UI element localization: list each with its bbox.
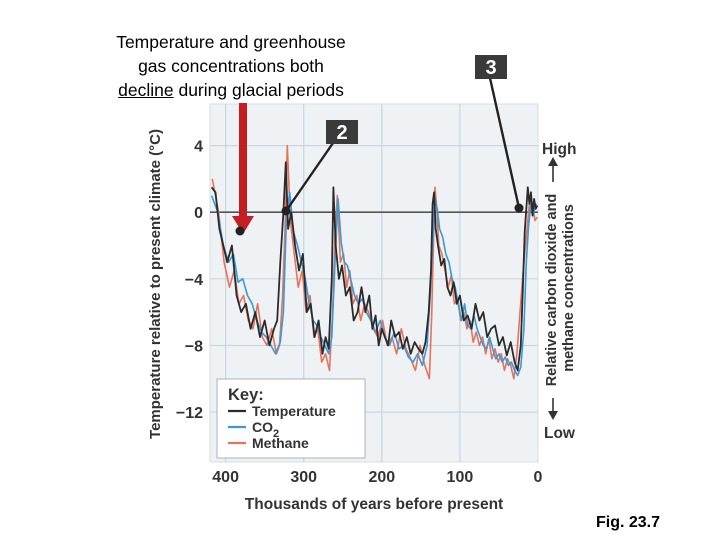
callout-3-leader <box>488 77 521 209</box>
caption-line-2: gas concentrations both <box>138 56 324 76</box>
x-tick-label: 200 <box>368 469 395 486</box>
x-tick-label: 400 <box>212 469 239 486</box>
callout-3-marker <box>514 203 524 213</box>
right-axis-high-label: High <box>542 141 576 158</box>
right-axis-arrowhead-down <box>548 411 558 420</box>
y-tick-label: −12 <box>176 405 203 422</box>
legend-entry-methane: Methane <box>252 435 309 451</box>
right-axis-label-line-1: Relative carbon dioxide and <box>544 194 560 387</box>
red-arrow <box>232 103 254 234</box>
figure-label: Fig. 23.7 <box>596 514 661 531</box>
right-axis-label: Relative carbon dioxide and methane conc… <box>544 190 577 387</box>
callout-2-box <box>326 120 358 144</box>
x-tick-label: 300 <box>290 469 317 486</box>
legend-entry-co2: CO2 <box>252 419 279 440</box>
y-axis-label: Temperature relative to present climate … <box>147 129 164 439</box>
right-axis-arrowhead-up <box>548 157 558 166</box>
legend-entry-co2-subscript: 2 <box>273 428 279 440</box>
x-axis-label: Thousands of years before present <box>245 496 503 513</box>
legend-box <box>216 378 366 459</box>
callout-3-label: 3 <box>485 57 496 79</box>
callout-2-label: 2 <box>336 122 347 144</box>
caption-line-3-rest: during glacial periods <box>173 80 344 100</box>
y-tick-label: −8 <box>185 338 203 355</box>
glacial-minimum-marker <box>235 226 245 236</box>
x-tick-label: 0 <box>534 469 543 486</box>
y-tick-label: 0 <box>194 205 203 222</box>
series-co2 <box>210 191 538 377</box>
right-axis-label-line-2: methane concentrations <box>561 204 577 372</box>
caption-line-1: Temperature and greenhouse <box>116 32 346 52</box>
x-tick-label: 100 <box>447 469 474 486</box>
series-methane <box>211 144 538 380</box>
red-arrow-head <box>232 216 254 234</box>
legend-entry-temperature: Temperature <box>252 403 336 419</box>
callout-2: 2 <box>281 120 358 216</box>
x-tick-labels: 400 300 200 100 0 <box>212 469 542 486</box>
callout-2-marker <box>281 206 291 216</box>
callout-3: 3 <box>475 55 524 213</box>
caption-decline-word: decline <box>118 80 174 100</box>
red-arrow-shaft <box>239 103 247 220</box>
callout-3-box <box>475 55 507 79</box>
legend-entry-co2-main: CO <box>252 419 273 435</box>
legend: Key: Temperature CO2 Methane <box>216 378 366 459</box>
right-axis-low-label: Low <box>544 425 576 442</box>
legend-title: Key: <box>228 386 264 404</box>
y-tick-labels: 4 0 −4 −8 −12 <box>176 139 203 422</box>
series-temperature <box>210 161 539 372</box>
y-tick-label: 4 <box>194 139 203 156</box>
y-tick-label: −4 <box>185 272 203 289</box>
series-layer <box>210 144 539 380</box>
callout-2-leader <box>285 142 334 212</box>
caption-text: Temperature and greenhouse gas concentra… <box>86 30 376 102</box>
caption-line-3: decline during glacial periods <box>86 78 376 102</box>
